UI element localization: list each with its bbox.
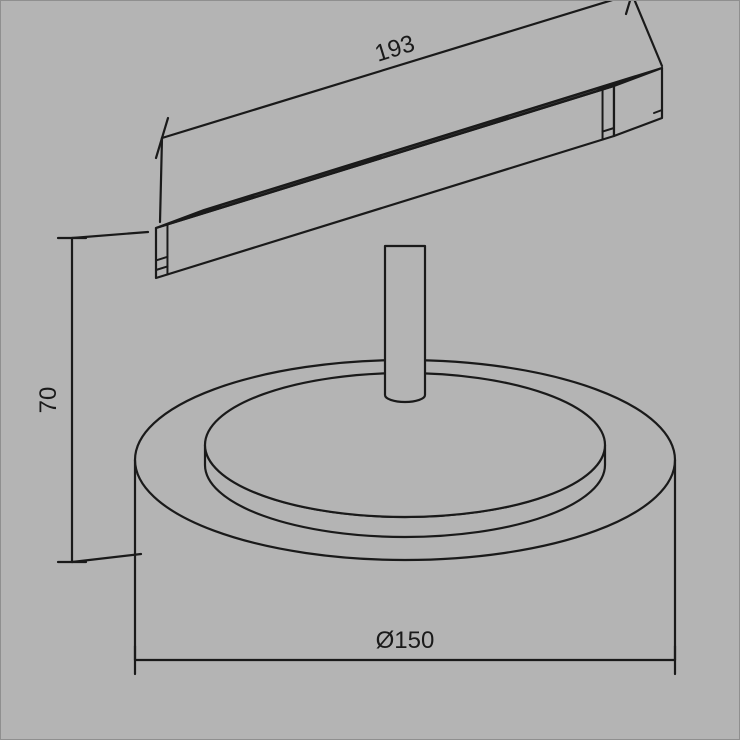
dim-diameter-label: Ø150 [376,627,435,654]
dim-height-label: 70 [35,387,62,414]
drawing-svg: 19370Ø150 [0,0,740,740]
technical-drawing: 19370Ø150 [0,0,740,740]
